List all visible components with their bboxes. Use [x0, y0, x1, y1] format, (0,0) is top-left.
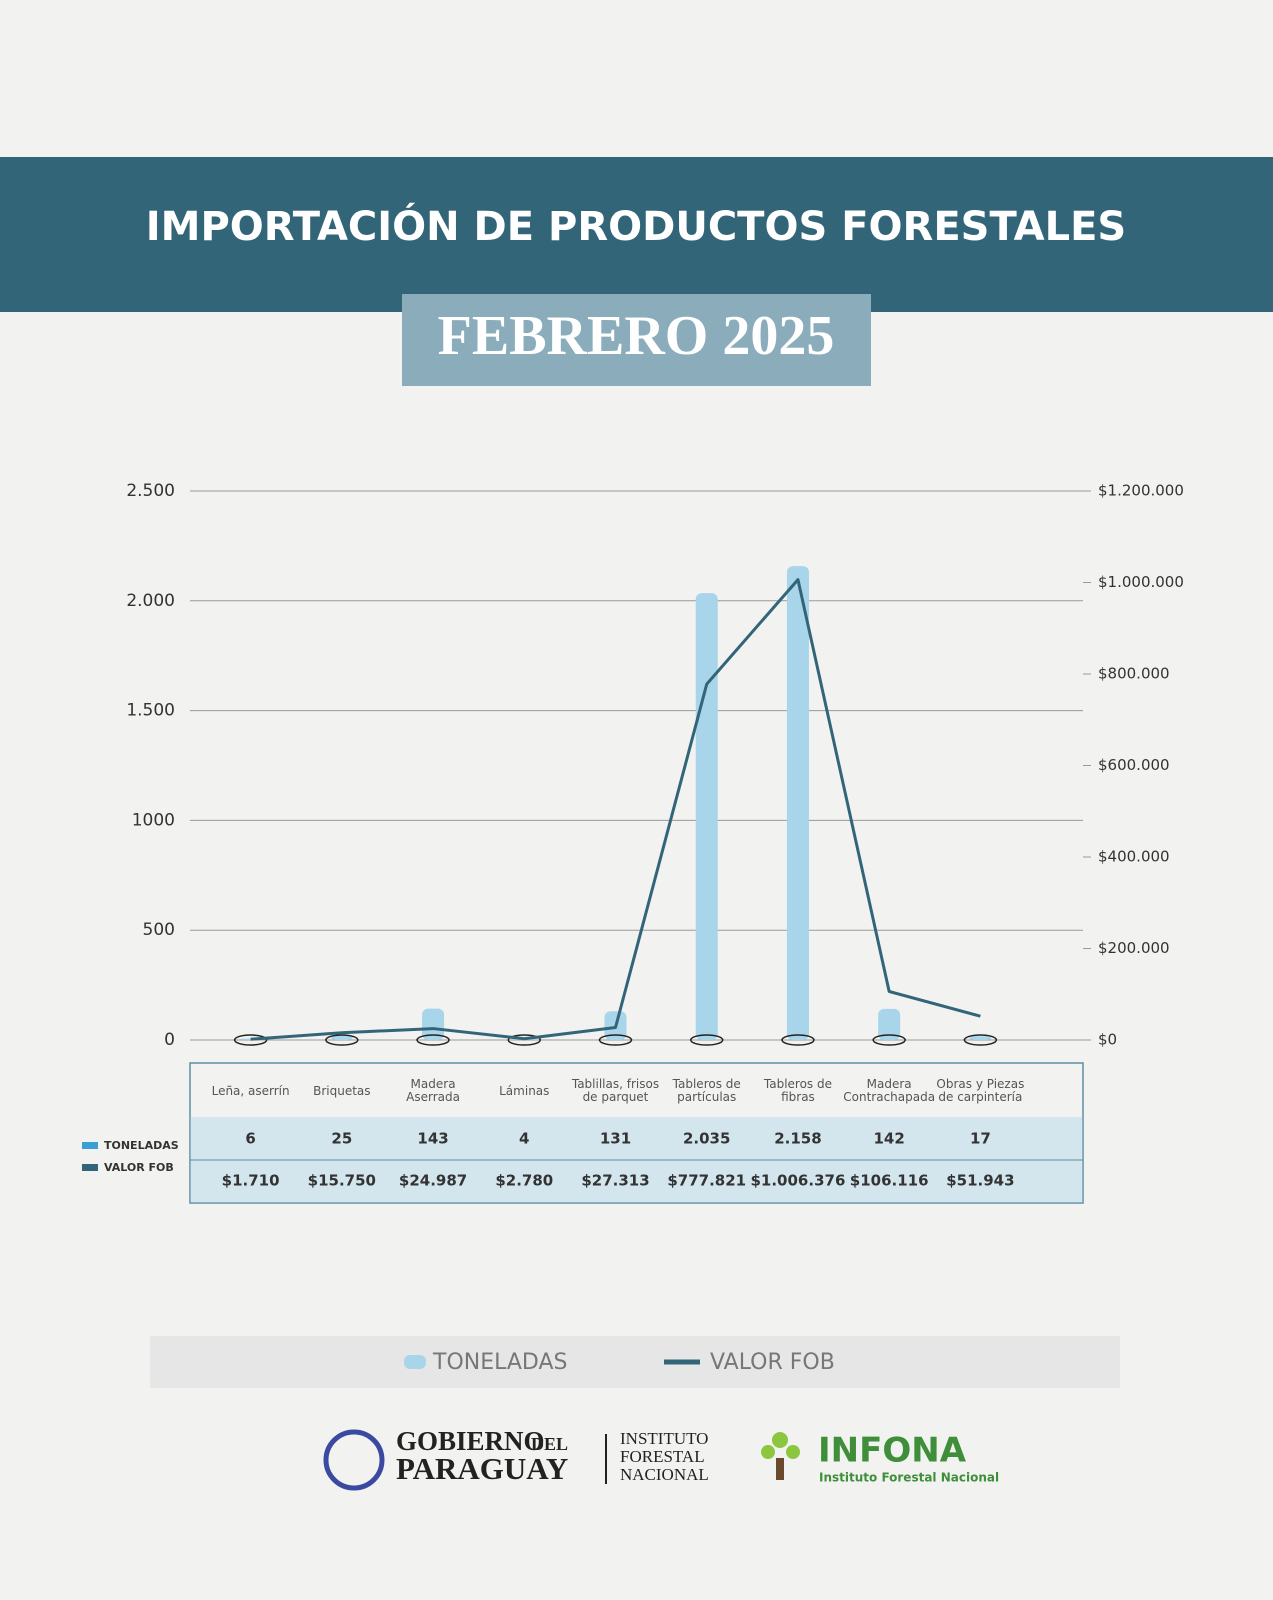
footer-text: INSTITUTO — [620, 1429, 708, 1448]
x-tick-label: Madera Aserrada — [406, 1077, 460, 1104]
x-tick-box: Láminas — [499, 1083, 550, 1098]
y2-tick-label: $800.000 — [1098, 665, 1170, 683]
bar-base — [963, 1034, 998, 1046]
data-label: $51.943 — [946, 1172, 1014, 1190]
data-label: $106.116 — [850, 1172, 929, 1190]
footer-text: DEL — [531, 1434, 568, 1454]
x-tick-box: Madera Contrachapada — [843, 1077, 935, 1104]
table-frame — [189, 1062, 1084, 1204]
x-tick-label: Obras y Piezas de carpintería — [936, 1077, 1025, 1104]
y2-tick-label: $200.000 — [1098, 939, 1170, 957]
x-tick-box: Tablillas, frisos de parquet — [571, 1077, 660, 1104]
chart-title: IMPORTACIÓN DE PRODUCTOS FORESTALES — [146, 202, 1126, 250]
brand-subtitle: Instituto Forestal Nacional — [819, 1471, 999, 1485]
subtitle-box — [402, 294, 871, 386]
y-tick-label: 500 — [143, 920, 175, 940]
infona-leaf — [772, 1432, 788, 1448]
data-label: 2.158 — [774, 1130, 821, 1148]
chart-subtitle: FEBRERO 2025 — [438, 305, 835, 367]
x-tick-label: Madera Contrachapada — [843, 1077, 935, 1104]
infona-leaf — [761, 1445, 775, 1459]
data-label: $15.750 — [308, 1172, 376, 1190]
brand: INFONA — [818, 1431, 967, 1471]
legend-swatch — [404, 1355, 426, 1369]
bar-base — [416, 1034, 450, 1046]
data-label: $27.313 — [581, 1172, 649, 1190]
bar-base — [507, 1034, 542, 1046]
data-label: 2.035 — [683, 1130, 730, 1148]
x-tick-box: Obras y Piezas de carpintería — [936, 1077, 1025, 1104]
data-label: 17 — [970, 1130, 991, 1148]
data-label: 131 — [600, 1130, 631, 1148]
data-label: 6 — [245, 1130, 255, 1148]
bar — [695, 593, 718, 1040]
x-tick-label: Briquetas — [313, 1083, 371, 1098]
x-tick-box: Madera Aserrada — [406, 1077, 460, 1104]
line — [250, 578, 981, 1041]
x-tick-box: Briquetas — [313, 1083, 371, 1098]
data-label: 4 — [519, 1130, 529, 1148]
bar — [422, 1008, 445, 1040]
infona-trunk — [776, 1458, 784, 1480]
row-key — [82, 1164, 98, 1171]
x-tick-label: Tableros de partículas — [672, 1077, 741, 1104]
x-tick-label: Tableros de fibras — [763, 1077, 832, 1104]
bar-base — [689, 1034, 724, 1046]
bar-base — [325, 1034, 359, 1046]
y2-tick-label: $600.000 — [1098, 756, 1170, 774]
legend-band — [150, 1336, 1120, 1388]
bar — [969, 1036, 992, 1040]
x-tick-label: Leña, aserrín — [211, 1083, 290, 1098]
x-tick-box: Tableros de fibras — [763, 1077, 832, 1104]
y2-tick-label: $400.000 — [1098, 848, 1170, 866]
footer-text: PARAGUAY — [396, 1451, 568, 1486]
header-band — [0, 157, 1273, 312]
x-tick-label: Tablillas, frisos de parquet — [571, 1077, 660, 1104]
footer-text: GOBIERNO — [396, 1426, 545, 1456]
x-tick-box: Leña, aserrín — [211, 1083, 290, 1098]
x-tick-box: Tableros de partículas — [672, 1077, 741, 1104]
x-tick-label: Láminas — [499, 1083, 550, 1098]
data-label: 25 — [331, 1130, 352, 1148]
data-label: $777.821 — [667, 1172, 746, 1190]
row-key — [82, 1142, 98, 1149]
row-label: TONELADAS — [104, 1139, 179, 1152]
data-label: $24.987 — [399, 1172, 467, 1190]
y-tick-label: 1000 — [132, 810, 175, 830]
bar — [786, 566, 809, 1040]
legend-label: TONELADAS — [432, 1350, 568, 1375]
footer-text: NACIONAL — [620, 1465, 709, 1484]
y-tick-label: 1.500 — [126, 701, 175, 721]
gov-logo — [323, 1429, 385, 1491]
y2-tick-label: $0 — [1098, 1031, 1117, 1049]
footer: GOBIERNO DEL PARAGUAY INSTITUTO FORESTAL… — [323, 1426, 999, 1491]
y-tick-label: 2.500 — [126, 481, 175, 501]
data-label: 142 — [874, 1130, 905, 1148]
row-label: VALOR FOB — [104, 1161, 174, 1174]
data-label: $1.006.376 — [750, 1172, 845, 1190]
infona-leaf — [786, 1445, 800, 1459]
y-tick-label: 2.000 — [126, 591, 175, 611]
y2-tick-label: $1.200.000 — [1098, 482, 1184, 500]
bar-base — [872, 1034, 906, 1046]
legend-label: VALOR FOB — [710, 1350, 835, 1375]
data-label: 143 — [417, 1130, 448, 1148]
data-label: $1.710 — [222, 1172, 280, 1190]
data-label: $2.780 — [495, 1172, 553, 1190]
bar-base — [233, 1034, 268, 1046]
bar-base — [598, 1034, 633, 1046]
footer-text: FORESTAL — [620, 1447, 705, 1466]
y-tick-label: 0 — [164, 1030, 175, 1050]
bar — [878, 1008, 901, 1040]
y2-tick-label: $1.000.000 — [1098, 573, 1184, 591]
bar-base — [781, 1034, 815, 1046]
